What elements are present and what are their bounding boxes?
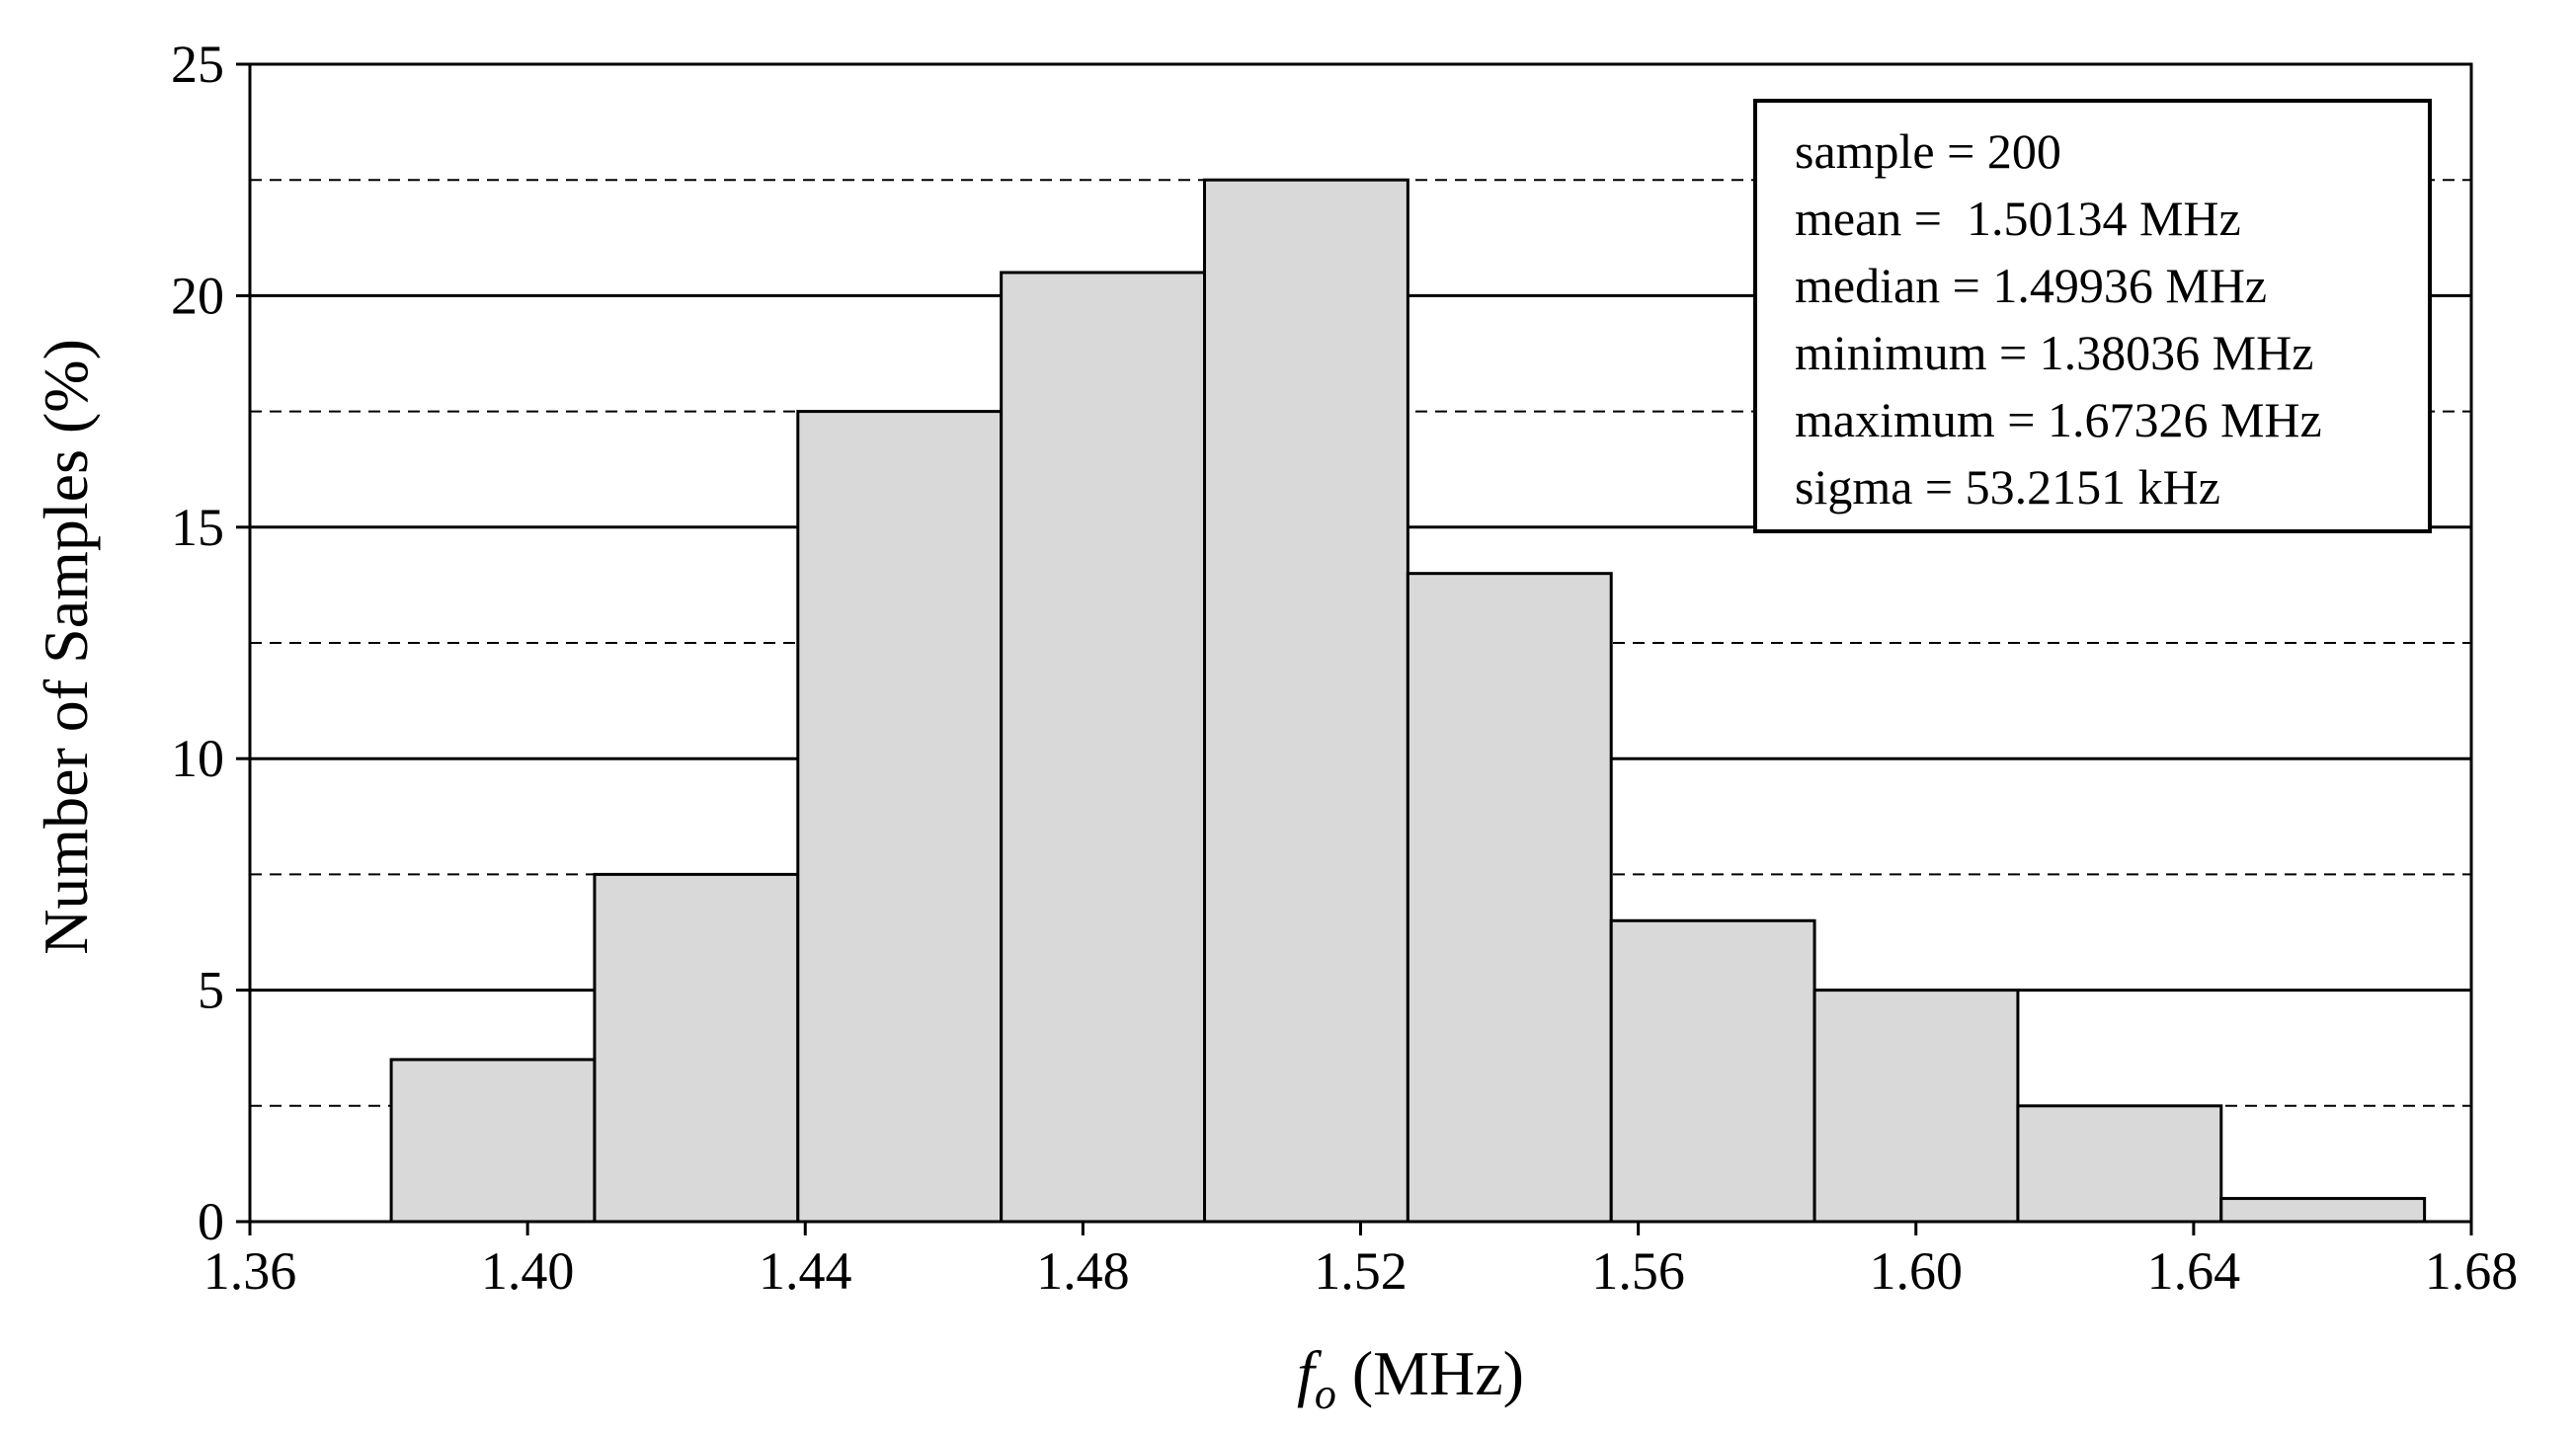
histogram-bar [1609, 918, 1816, 1224]
x-tick-label: 1.40 [481, 1241, 575, 1301]
x-tick-label: 1.64 [2147, 1241, 2241, 1301]
x-tick-label: 1.48 [1036, 1241, 1130, 1301]
histogram-bar [796, 410, 1004, 1224]
stats-mean: mean = 1.50134 MHz [1795, 191, 2241, 246]
y-tick-label: 5 [198, 961, 224, 1020]
x-tick-label: 1.60 [1870, 1241, 1964, 1301]
y-tick-label: 20 [171, 266, 224, 325]
stats-maximum: maximum = 1.67326 MHz [1795, 392, 2322, 447]
x-tick-label: 1.44 [759, 1241, 852, 1301]
stats-legend: sample = 200 mean = 1.50134 MHz median =… [1753, 99, 2432, 533]
histogram-bar [1812, 989, 2020, 1224]
histogram-bar [1000, 271, 1207, 1224]
stats-median: median = 1.49936 MHz [1795, 258, 2267, 313]
y-tick-label: 0 [198, 1192, 224, 1251]
x-axis-title: fo (MHz) [1297, 1338, 1524, 1418]
y-tick-labels: 0 5 10 15 20 25 [171, 35, 224, 1251]
x-tick-label: 1.68 [2425, 1241, 2519, 1301]
histogram-bar [389, 1058, 597, 1224]
histogram-bar [1203, 178, 1409, 1224]
axis-ticks [236, 62, 2473, 1235]
stats-sample: sample = 200 [1795, 123, 2061, 179]
x-axis-unit: (MHz) [1336, 1338, 1524, 1408]
histogram-bar [1406, 572, 1613, 1224]
y-tick-label: 25 [171, 35, 224, 94]
x-tick-labels: 1.36 1.40 1.44 1.48 1.52 1.56 1.60 1.64 1.68 [203, 1241, 2519, 1301]
histogram-bar [2219, 1197, 2427, 1224]
stats-minimum: minimum = 1.38036 MHz [1795, 325, 2313, 380]
x-axis-subscript: o [1315, 1370, 1336, 1418]
x-tick-label: 1.56 [1591, 1241, 1685, 1301]
histogram-bar [593, 872, 800, 1224]
y-axis-title: Number of Samples (%) [31, 339, 101, 955]
stats-sigma: sigma = 53.2151 kHz [1795, 459, 2220, 515]
histogram-bar [2016, 1104, 2223, 1224]
y-tick-label: 10 [171, 729, 224, 788]
x-tick-label: 1.36 [203, 1241, 297, 1301]
x-tick-label: 1.52 [1314, 1241, 1408, 1301]
stats-legend-frame [1753, 99, 2432, 533]
y-tick-label: 15 [171, 498, 224, 557]
